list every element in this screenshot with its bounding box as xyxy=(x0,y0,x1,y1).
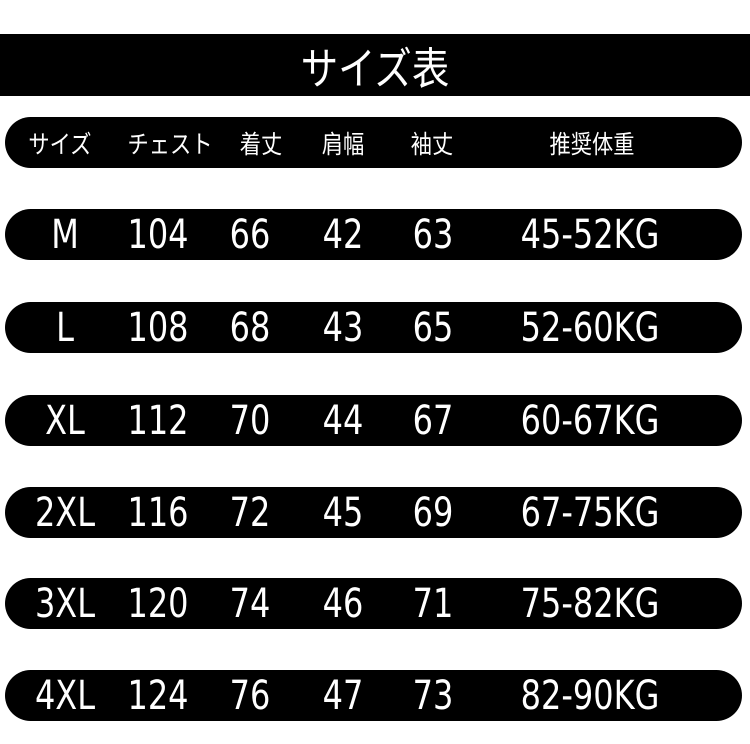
cell-weight: 60-67KG xyxy=(520,397,660,444)
cell-shoulder: 45 xyxy=(322,489,364,536)
cell-length: 68 xyxy=(229,304,271,351)
cell-size: L xyxy=(56,304,74,351)
cell-length: 66 xyxy=(229,211,271,258)
cell-shoulder: 44 xyxy=(322,397,364,444)
cell-weight: 52-60KG xyxy=(520,304,660,351)
header-weight: 推奨体重 xyxy=(549,129,635,159)
table-header: サイズ チェスト 着丈 肩幅 袖丈 推奨体重 xyxy=(5,117,742,168)
header-length: 着丈 xyxy=(239,129,283,159)
table-row: 2XL 116 72 45 69 67-75KG xyxy=(5,487,742,538)
cell-weight: 45-52KG xyxy=(520,211,660,258)
cell-shoulder: 47 xyxy=(322,672,364,719)
table-row: 3XL 120 74 46 71 75-82KG xyxy=(5,578,742,629)
cell-size: 3XL xyxy=(34,580,96,627)
cell-chest: 104 xyxy=(127,211,189,258)
cell-sleeve: 73 xyxy=(412,672,454,719)
cell-chest: 124 xyxy=(127,672,189,719)
header-size: サイズ xyxy=(28,129,92,159)
cell-size: XL xyxy=(45,397,85,444)
header-sleeve: 袖丈 xyxy=(410,129,454,159)
cell-sleeve: 69 xyxy=(412,489,454,536)
cell-sleeve: 71 xyxy=(412,580,454,627)
cell-weight: 75-82KG xyxy=(520,580,660,627)
cell-shoulder: 42 xyxy=(322,211,364,258)
cell-weight: 67-75KG xyxy=(520,489,660,536)
table-row: XL 112 70 44 67 60-67KG xyxy=(5,395,742,446)
table-row: L 108 68 43 65 52-60KG xyxy=(5,302,742,353)
cell-size: 4XL xyxy=(34,672,96,719)
cell-chest: 112 xyxy=(127,397,189,444)
cell-weight: 82-90KG xyxy=(520,672,660,719)
title-bar: サイズ表 xyxy=(0,34,750,96)
header-shoulder: 肩幅 xyxy=(321,129,365,159)
header-chest: チェスト xyxy=(127,129,213,159)
table-row: M 104 66 42 63 45-52KG xyxy=(5,209,742,260)
cell-length: 70 xyxy=(229,397,271,444)
cell-length: 72 xyxy=(229,489,271,536)
page-title: サイズ表 xyxy=(300,44,450,95)
cell-sleeve: 67 xyxy=(412,397,454,444)
cell-sleeve: 63 xyxy=(412,211,454,258)
cell-chest: 108 xyxy=(127,304,189,351)
cell-sleeve: 65 xyxy=(412,304,454,351)
cell-chest: 120 xyxy=(127,580,189,627)
cell-shoulder: 46 xyxy=(322,580,364,627)
cell-length: 74 xyxy=(229,580,271,627)
cell-shoulder: 43 xyxy=(322,304,364,351)
cell-size: 2XL xyxy=(34,489,96,536)
cell-length: 76 xyxy=(229,672,271,719)
cell-size: M xyxy=(51,211,79,258)
cell-chest: 116 xyxy=(127,489,189,536)
table-row: 4XL 124 76 47 73 82-90KG xyxy=(5,670,742,721)
